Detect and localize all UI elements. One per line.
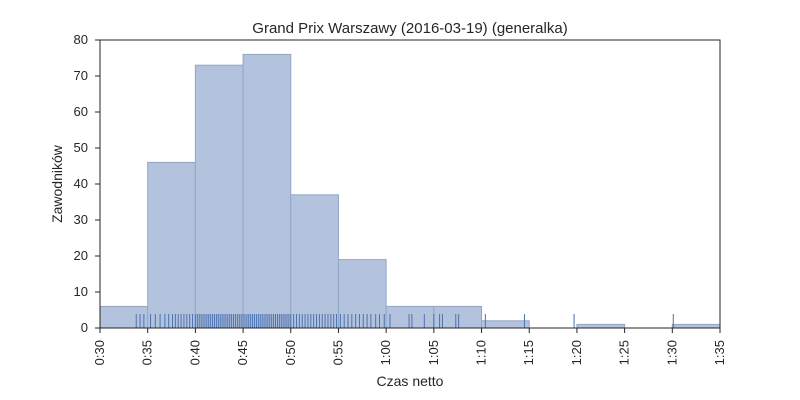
x-tick-label: 1:00 [378,340,393,365]
x-tick-label: 1:05 [426,340,441,365]
y-axis: 0 10 20 30 40 50 60 70 80 [74,32,100,335]
y-axis-label: Zawodników [49,144,65,223]
x-tick-label: 0:40 [187,340,202,365]
x-axis-label: Czas netto [377,373,444,389]
y-tick-label: 50 [74,140,88,155]
y-tick-label: 20 [74,248,88,263]
histogram-bar [481,320,530,329]
y-tick-label: 60 [74,104,88,119]
x-tick-label: 1:30 [664,340,679,365]
histogram-bar [147,161,196,329]
histogram-bar [576,323,626,329]
y-tick-label: 0 [81,320,88,335]
bars-layer [99,53,721,329]
rug-layer [135,314,674,328]
y-tick-label: 30 [74,212,88,227]
chart-title: Grand Prix Warszawy (2016-03-19) (genera… [252,20,567,37]
x-tick-label: 0:50 [283,340,298,365]
y-tick-label: 70 [74,68,88,83]
x-tick-label: 1:25 [617,340,632,365]
x-tick-label: 1:10 [474,340,489,365]
y-tick-label: 40 [74,176,88,191]
y-tick-label: 80 [74,32,88,47]
x-tick-label: 0:30 [92,340,107,365]
x-tick-label: 1:15 [521,340,536,365]
x-tick-label: 0:55 [330,340,345,365]
x-tick-label: 0:45 [235,340,250,365]
histogram-bar [242,53,292,329]
histogram-bar [337,259,387,329]
histogram-bar [433,305,483,329]
histogram-bar [290,194,339,329]
histogram-bar [385,305,435,329]
y-tick-label: 10 [74,284,88,299]
x-tick-label: 0:35 [140,340,155,365]
histogram-bar [194,64,244,329]
histogram-bar [671,323,721,329]
x-tick-label: 1:35 [712,340,727,365]
x-tick-label: 1:20 [569,340,584,365]
x-axis: 0:30 0:35 0:40 0:45 0:50 0:55 1:00 1:05 1:10 1:15… [92,328,727,365]
